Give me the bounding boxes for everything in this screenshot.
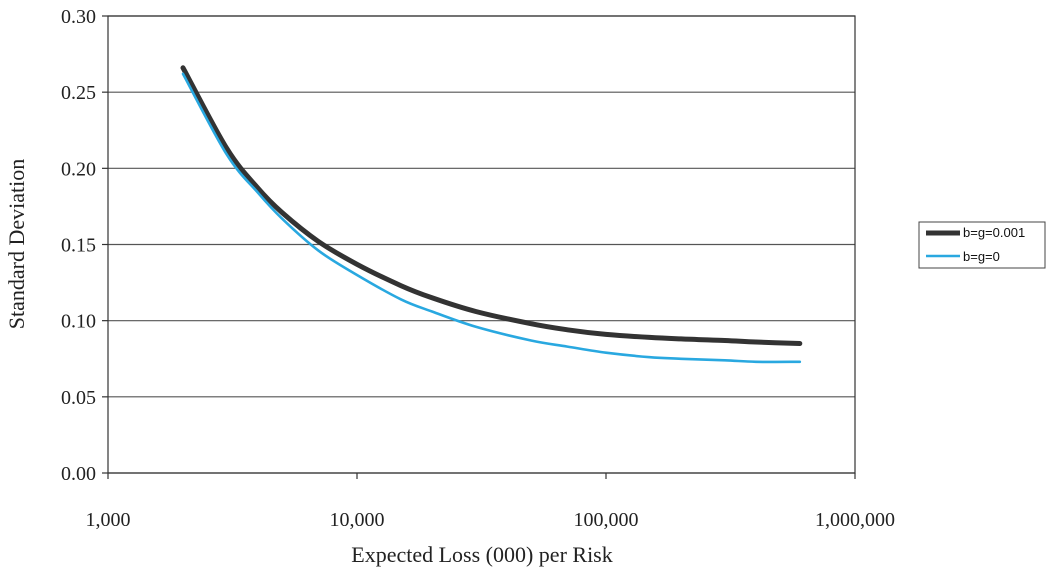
y-tick-label: 0.00 [61, 463, 96, 485]
x-tick-label: 10,000 [330, 509, 385, 531]
y-tick-label: 0.25 [61, 82, 96, 104]
y-tick-label: 0.10 [61, 311, 96, 333]
series-line-b-g-0 [181, 72, 802, 364]
x-tick-label: 1,000 [86, 509, 131, 531]
gridlines [108, 15, 855, 474]
series-line-b-g-0-001 [180, 65, 803, 346]
legend-label-b-g-0-001: b=g=0.001 [963, 225, 1025, 240]
x-tick-label: 100,000 [574, 509, 639, 531]
y-tick-label: 0.30 [61, 6, 96, 28]
y-tick-label: 0.15 [61, 235, 96, 257]
y-tick-label: 0.05 [61, 387, 96, 409]
legend-label-b-g-0: b=g=0 [963, 249, 1000, 264]
y-axis-label: Standard Deviation [4, 159, 29, 329]
y-tick-label: 0.20 [61, 158, 96, 180]
y-axis-ticks: 0.00 0.05 0.10 0.15 0.20 0.25 0.30 [61, 6, 108, 485]
x-tick-label: 1,000,000 [815, 509, 895, 531]
x-axis-ticks: 1,000 10,000 100,000 1,000,000 [86, 473, 895, 531]
legend: b=g=0.001 b=g=0 [918, 221, 1046, 269]
legend-box [918, 221, 1046, 269]
series-lines [180, 65, 803, 364]
x-axis-label: Expected Loss (000) per Risk [351, 542, 613, 567]
